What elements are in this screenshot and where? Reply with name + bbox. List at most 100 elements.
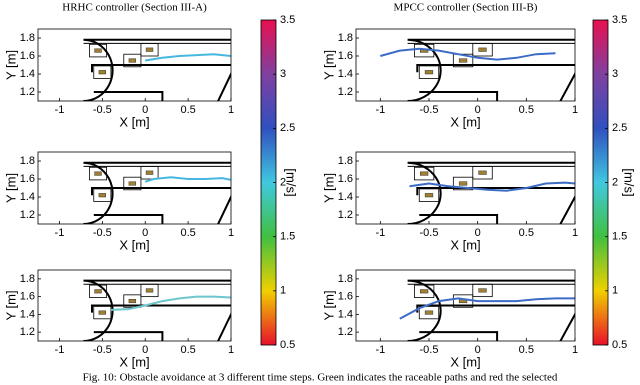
colorbar-label: [m/s] [622,168,637,196]
obstacle [89,166,108,181]
x-tick-label: 1 [228,104,234,116]
y-tick-label: 1.6 [20,291,35,303]
car-icon [478,47,487,52]
axes-frame [37,269,232,342]
y-tick-label: 1.2 [338,209,353,221]
y-tick-label: 1.4 [338,68,353,80]
axes-frame [355,151,576,225]
obstacle [452,176,474,191]
colorbar-tick-label: 2 [280,176,286,188]
plot-area [83,279,231,372]
colorbar-tick-label: 0.5 [280,339,295,351]
car-icon [458,58,468,63]
obstacle [89,284,108,298]
obstacle [93,305,112,320]
subplot-title: HRHC controller (Section III-A) [62,2,207,14]
x-tick-label: 0.5 [519,344,534,356]
colorbar-tick-label: 1.5 [612,231,627,243]
y-tick-label: 1.4 [20,68,35,80]
plot-area [399,279,575,341]
x-tick-label: -1 [375,344,385,356]
y-tick-label: 1.8 [338,273,353,285]
y-tick-label: 1.6 [20,50,35,62]
obstacle [413,166,435,181]
trajectory [409,181,575,192]
x-tick-label: 1 [572,227,578,239]
y-tick-label: 1.2 [20,326,35,338]
obstacle [93,188,112,202]
x-tick-label: -0.5 [420,104,439,116]
track-outer [83,38,231,101]
colorbar-label: [m/s] [284,168,299,196]
colorbar-tick-label: 2.5 [612,122,627,134]
y-tick-label: 1.6 [338,50,353,62]
car-icon [424,193,434,198]
track-outer [407,38,575,101]
plot-area [83,38,231,101]
y-axis-label: Y [m] [3,50,18,80]
y-tick-label: 1.2 [20,86,35,98]
green-path [512,114,532,133]
colorbar-tick-label: 1.5 [280,231,295,243]
car-icon [98,70,107,75]
y-axis-label: Y [m] [321,50,336,80]
obstacle [123,53,142,68]
obstacle [418,305,440,320]
x-tick-label: -0.5 [93,344,112,356]
y-tick-label: 1.8 [20,32,35,44]
track-outer [407,161,575,224]
car-icon [94,171,102,176]
y-axis-label: Y [m] [321,173,336,203]
axes-frame [355,28,576,102]
car-icon [128,299,137,304]
x-tick-label: 0.5 [180,344,195,356]
track-inner [91,304,231,313]
obstacle [413,284,435,298]
axes-frame [37,151,232,225]
obstacle [89,43,108,58]
x-tick-label: 0 [142,104,148,116]
obstacle [418,188,440,202]
track-inner [416,304,575,313]
obstacle [418,65,440,79]
y-tick-label: 1.4 [20,308,35,320]
x-tick-label: 0 [475,104,481,116]
car-icon [128,58,137,63]
y-axis-label: Y [m] [321,290,336,320]
colorbar-tick-label: 1 [612,285,618,297]
y-tick-label: 1.6 [20,173,35,185]
x-axis-label: X [m] [119,237,149,252]
x-tick-label: 0.5 [519,227,534,239]
trajectory [144,176,231,183]
obstacle [123,176,142,191]
colorbar-tick-label: 3 [280,68,286,80]
green-path [176,353,194,372]
y-tick-label: 1.8 [20,273,35,285]
x-axis-label: X [m] [119,114,149,129]
y-tick-label: 1.6 [338,173,353,185]
x-tick-label: -1 [55,227,65,239]
obstacle [93,65,112,79]
y-tick-label: 1.8 [338,32,353,44]
x-tick-label: -0.5 [93,104,112,116]
colorbar-tick-label: 3.5 [280,14,295,26]
x-tick-label: 0 [142,344,148,356]
car-icon [145,170,154,175]
x-axis-label: X [m] [119,354,149,369]
x-tick-label: 0 [142,227,148,239]
colorbar-tick-label: 2.5 [280,122,295,134]
car-icon [128,181,137,186]
y-tick-label: 1.2 [338,326,353,338]
obstacle [472,165,493,180]
car-icon [419,171,429,176]
x-tick-label: 0.5 [180,227,195,239]
trajectory [145,53,231,62]
track-inner [91,187,231,196]
y-tick-label: 1.6 [338,291,353,303]
car-icon [478,288,487,293]
car-icon [98,193,107,198]
x-tick-label: -0.5 [93,227,112,239]
track-inner [416,187,575,196]
car-icon [145,288,154,293]
